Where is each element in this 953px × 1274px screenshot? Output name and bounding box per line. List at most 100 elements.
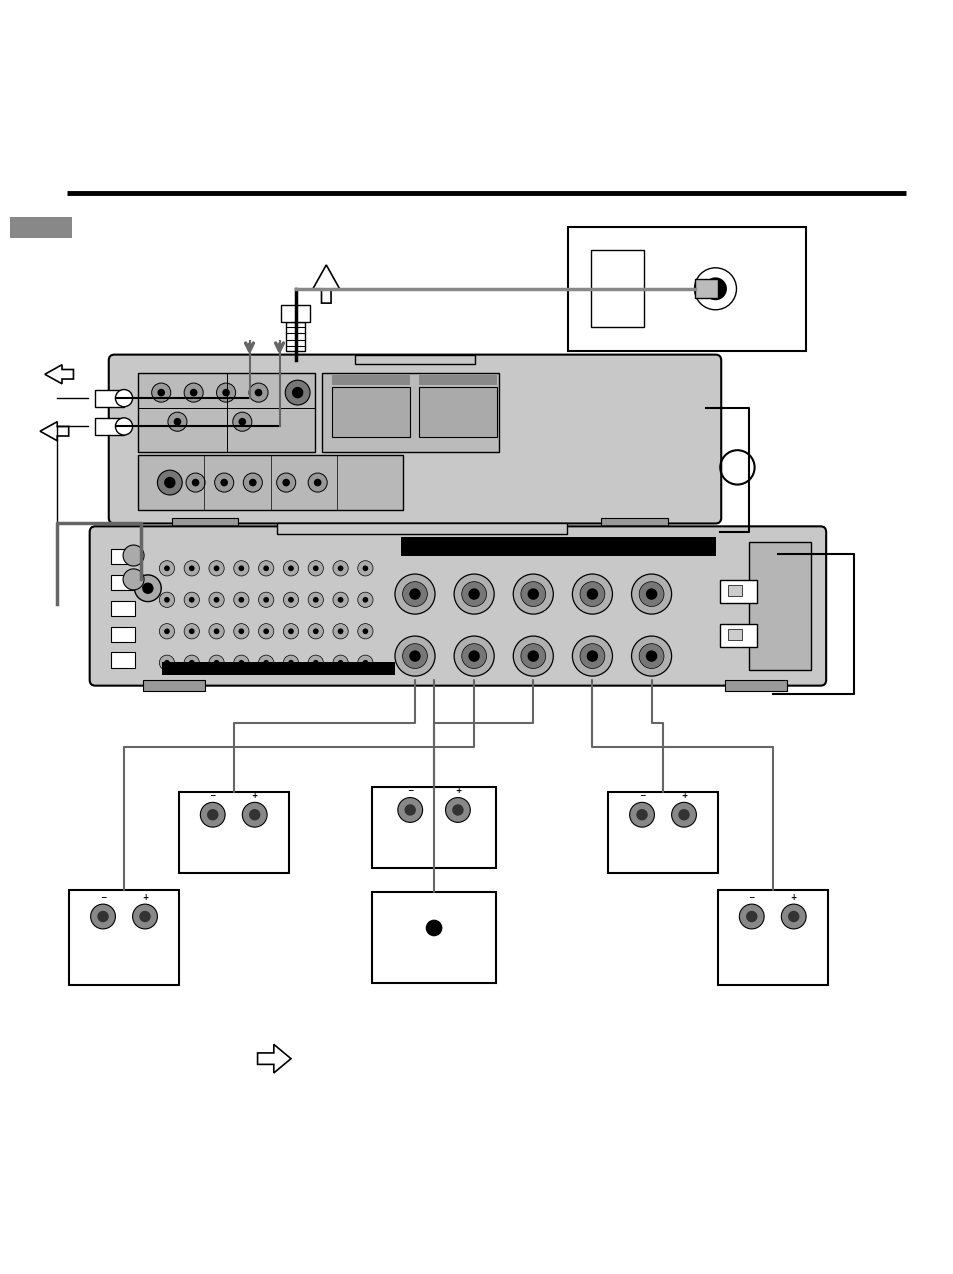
Circle shape <box>263 598 269 603</box>
Circle shape <box>362 660 368 665</box>
Circle shape <box>513 636 553 676</box>
Circle shape <box>308 592 323 608</box>
Circle shape <box>397 798 422 822</box>
Circle shape <box>238 566 244 571</box>
Circle shape <box>781 905 805 929</box>
Circle shape <box>629 803 654 827</box>
Circle shape <box>238 418 246 426</box>
Circle shape <box>337 628 343 634</box>
Circle shape <box>357 655 373 670</box>
Circle shape <box>333 592 348 608</box>
Circle shape <box>572 636 612 676</box>
Circle shape <box>395 636 435 676</box>
Circle shape <box>333 624 348 638</box>
Circle shape <box>292 387 303 399</box>
Circle shape <box>745 911 757 922</box>
Circle shape <box>263 566 269 571</box>
Text: −: − <box>748 893 754 902</box>
Circle shape <box>220 479 228 487</box>
Circle shape <box>258 655 274 670</box>
Circle shape <box>313 660 318 665</box>
Circle shape <box>520 582 545 606</box>
Circle shape <box>276 473 295 492</box>
Circle shape <box>288 660 294 665</box>
Circle shape <box>461 582 486 606</box>
Circle shape <box>142 582 153 594</box>
Bar <box>276 522 566 534</box>
Circle shape <box>233 592 249 608</box>
Circle shape <box>454 575 494 614</box>
Circle shape <box>314 479 321 487</box>
Circle shape <box>222 389 230 396</box>
Circle shape <box>787 911 799 922</box>
Circle shape <box>409 589 420 600</box>
Bar <box>600 517 667 529</box>
Circle shape <box>357 624 373 638</box>
Text: −: − <box>407 786 413 795</box>
Circle shape <box>313 628 318 634</box>
Circle shape <box>313 598 318 603</box>
Circle shape <box>249 809 260 820</box>
Circle shape <box>631 636 671 676</box>
Bar <box>286 322 305 350</box>
Circle shape <box>159 655 174 670</box>
Circle shape <box>207 809 218 820</box>
Bar <box>372 892 496 982</box>
Circle shape <box>189 566 194 571</box>
Circle shape <box>308 655 323 670</box>
Bar <box>355 354 475 364</box>
Text: +: + <box>142 893 148 902</box>
Circle shape <box>739 905 763 929</box>
Circle shape <box>572 575 612 614</box>
Bar <box>70 889 179 985</box>
Circle shape <box>258 592 274 608</box>
Circle shape <box>157 389 165 396</box>
Circle shape <box>159 592 174 608</box>
Circle shape <box>115 418 132 434</box>
Circle shape <box>91 905 115 929</box>
Circle shape <box>115 390 132 406</box>
Circle shape <box>159 561 174 576</box>
Bar <box>111 601 135 617</box>
Circle shape <box>639 582 663 606</box>
Bar <box>727 629 741 641</box>
Circle shape <box>713 302 717 306</box>
Circle shape <box>586 650 598 661</box>
Bar <box>591 251 643 327</box>
Circle shape <box>282 479 290 487</box>
Circle shape <box>313 566 318 571</box>
Bar <box>138 373 314 452</box>
Circle shape <box>283 624 298 638</box>
Circle shape <box>190 389 197 396</box>
Circle shape <box>233 413 252 432</box>
Circle shape <box>164 598 170 603</box>
Bar <box>418 376 497 385</box>
Circle shape <box>209 655 224 670</box>
Circle shape <box>288 628 294 634</box>
Circle shape <box>249 479 256 487</box>
Circle shape <box>233 655 249 670</box>
Circle shape <box>157 470 182 496</box>
Bar <box>111 575 135 590</box>
Circle shape <box>238 660 244 665</box>
Bar <box>400 536 715 555</box>
Circle shape <box>189 628 194 634</box>
Bar <box>281 304 310 322</box>
Circle shape <box>213 598 219 603</box>
Circle shape <box>139 911 151 922</box>
Circle shape <box>678 809 689 820</box>
Circle shape <box>184 592 199 608</box>
Circle shape <box>263 628 269 634</box>
Circle shape <box>452 804 463 815</box>
Circle shape <box>636 809 647 820</box>
Bar <box>720 624 756 647</box>
Circle shape <box>337 598 343 603</box>
Circle shape <box>513 575 553 614</box>
Circle shape <box>97 911 109 922</box>
Circle shape <box>357 561 373 576</box>
Bar <box>607 792 717 873</box>
Bar <box>567 227 805 350</box>
Circle shape <box>168 413 187 432</box>
Circle shape <box>402 643 427 669</box>
FancyBboxPatch shape <box>90 526 825 685</box>
